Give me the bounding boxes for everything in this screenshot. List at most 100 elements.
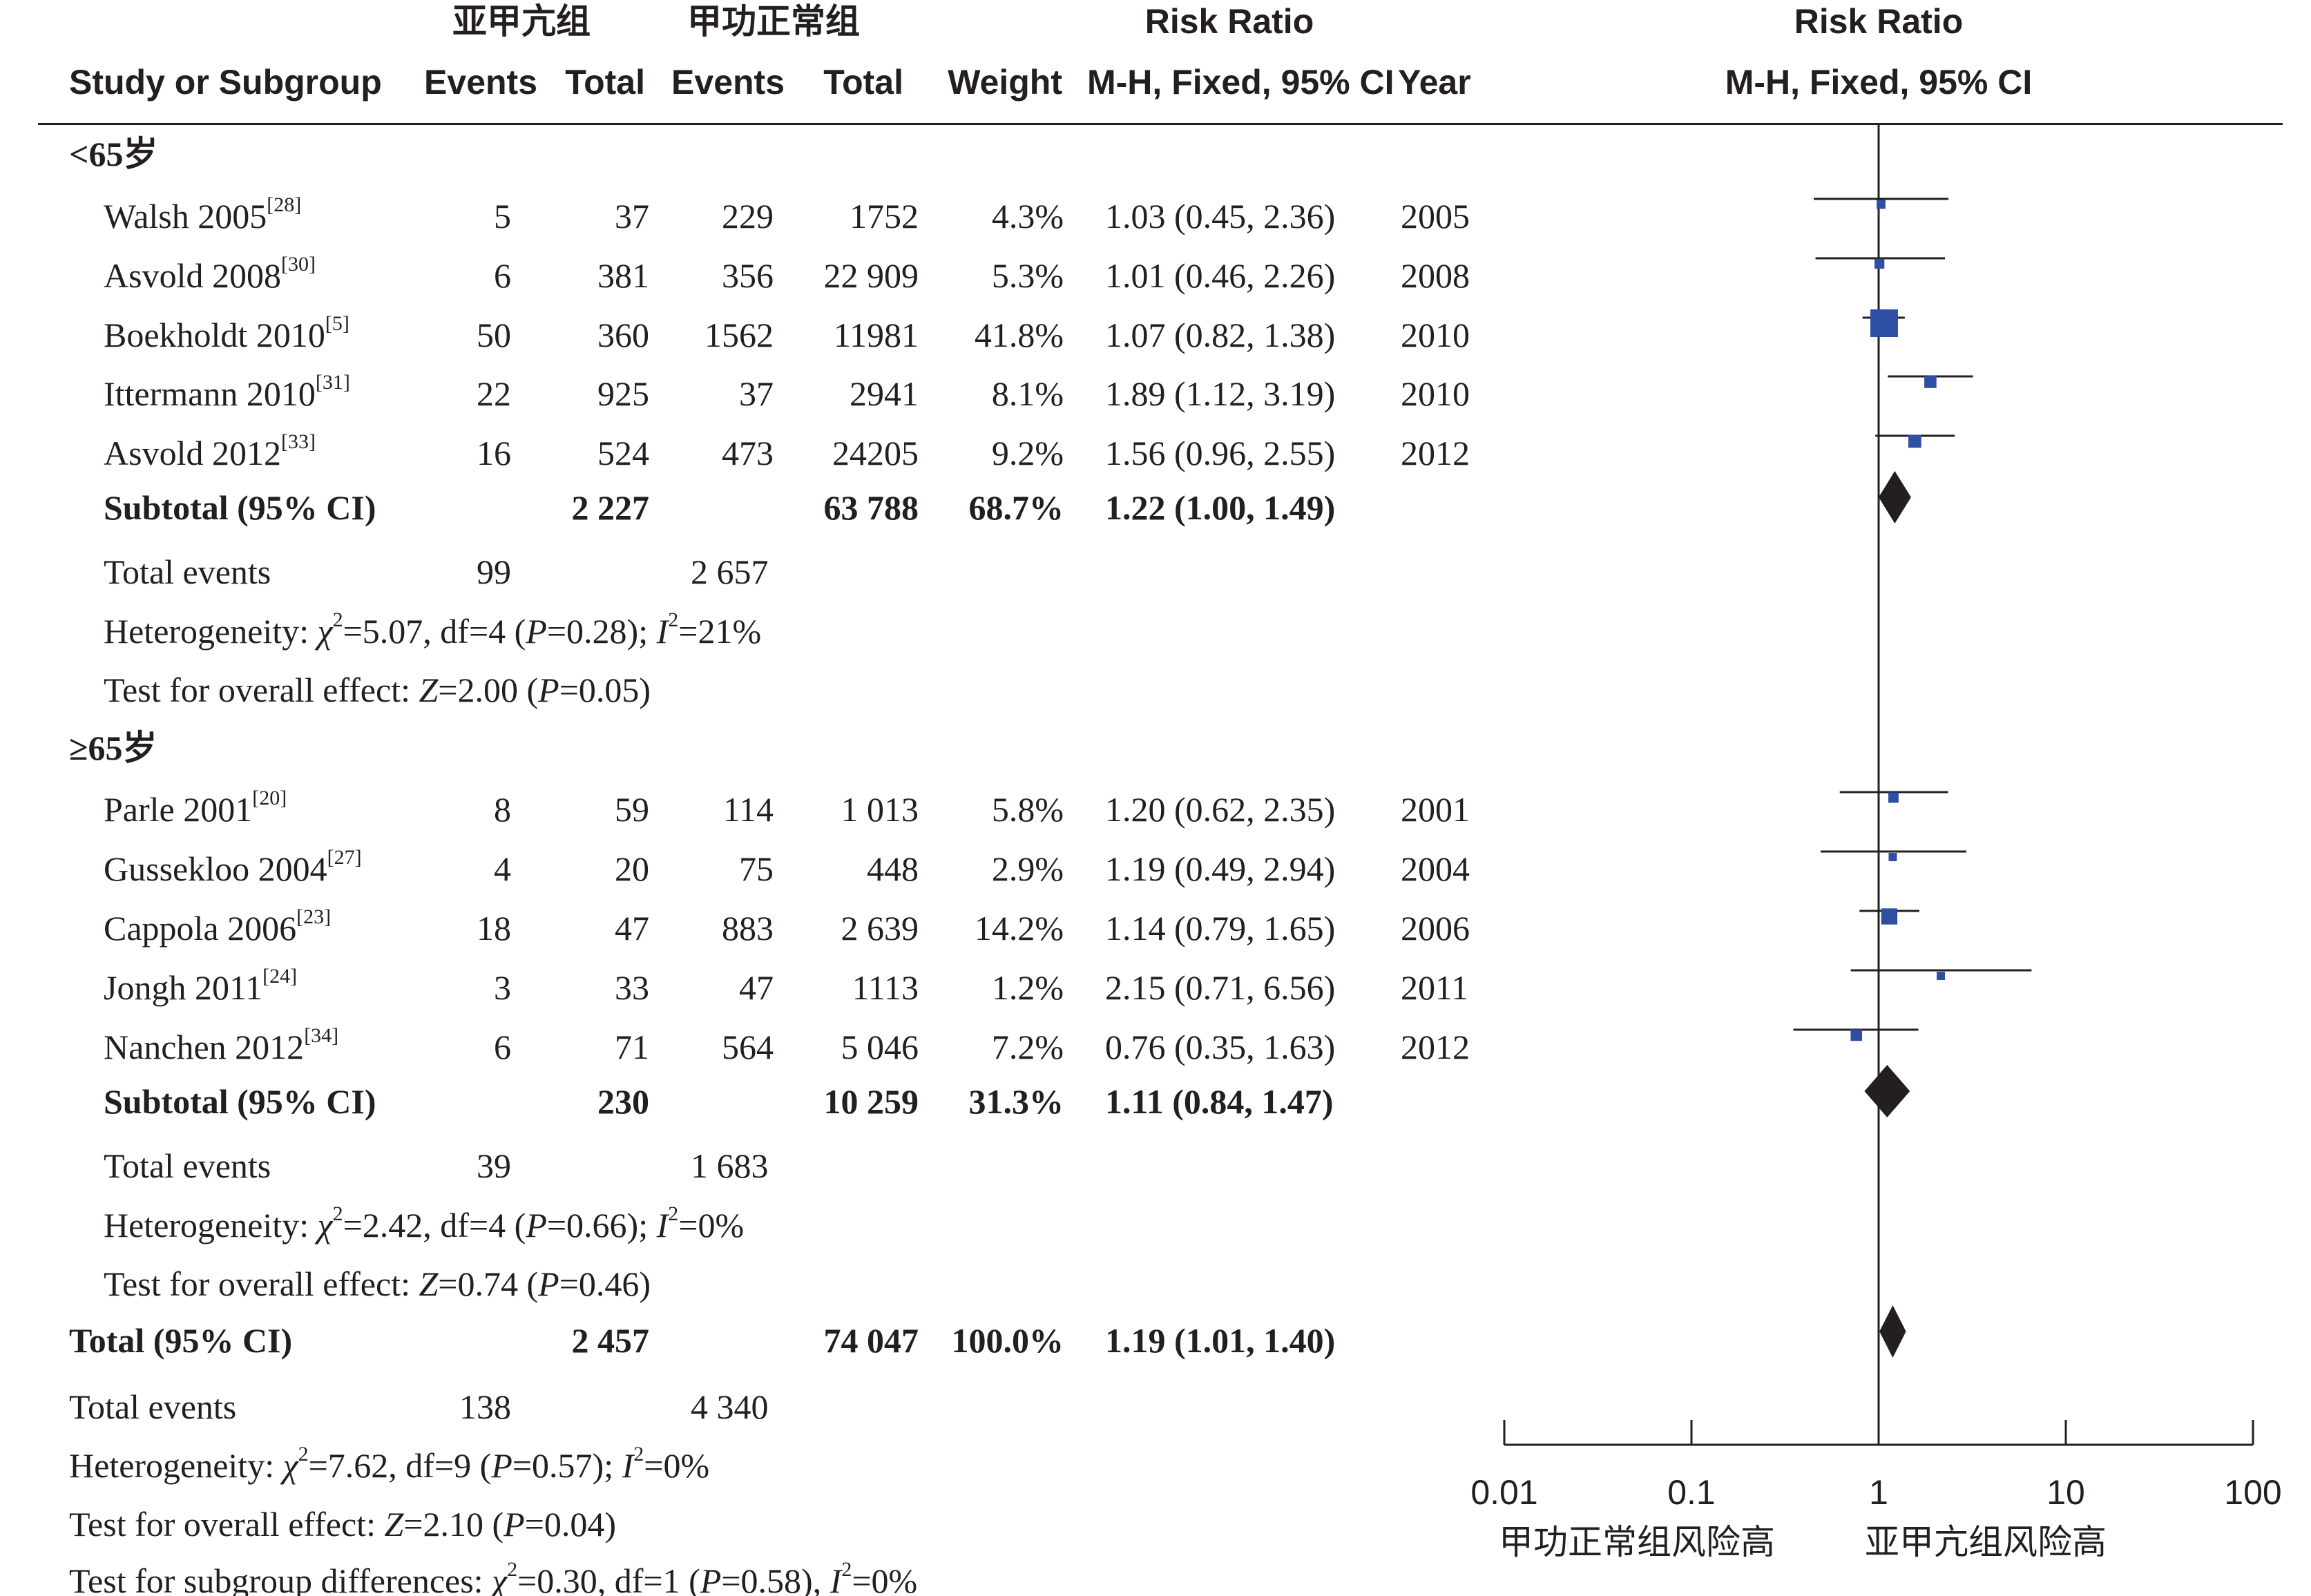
effect-square xyxy=(1850,1029,1863,1041)
subtotal-ci: 1.11 (0.84, 1.47) xyxy=(1105,1082,1334,1121)
subtotal-label: Subtotal (95% CI) xyxy=(104,1082,376,1121)
study-ref: [30] xyxy=(280,253,316,276)
effect-square xyxy=(1881,908,1898,925)
subgroup-title: ≥65岁 xyxy=(69,729,157,767)
subtotal-total1: 230 xyxy=(597,1082,649,1121)
weight-cell: 1.2% xyxy=(991,968,1064,1007)
study-name: Jongh 2011 xyxy=(104,968,263,1007)
events1-cell: 4 xyxy=(494,849,511,888)
ci-cell: 1.20 (0.62, 2.35) xyxy=(1105,790,1336,829)
effect-square xyxy=(1924,376,1937,388)
header-plot-risk-ratio: Risk Ratio xyxy=(1794,2,1964,41)
study-ref: [28] xyxy=(267,193,302,216)
events2-cell: 883 xyxy=(722,909,774,948)
total1-cell: 71 xyxy=(615,1028,649,1066)
subgroup-differences-text: Test for subgroup differences: χ2=0.30, … xyxy=(69,1558,918,1596)
total1-cell: 925 xyxy=(597,374,649,413)
header-rule xyxy=(38,123,2283,125)
events1-cell: 5 xyxy=(494,197,511,235)
events1-cell: 3 xyxy=(494,968,511,1007)
study-name: Asvold 2008 xyxy=(104,256,281,295)
study-ref: [24] xyxy=(262,965,298,988)
year-cell: 2005 xyxy=(1401,197,1470,235)
total1-cell: 360 xyxy=(597,316,649,354)
study-name: Walsh 2005 xyxy=(104,197,267,235)
header-risk-ratio: Risk Ratio xyxy=(1144,2,1314,41)
subtotal-weight: 68.7% xyxy=(968,488,1064,527)
x-tick-label: 0.1 xyxy=(1667,1473,1716,1512)
header-total2: Total xyxy=(823,63,903,102)
events1-cell: 18 xyxy=(477,909,511,948)
subtotal-label: Subtotal (95% CI) xyxy=(104,488,376,527)
study-name: Nanchen 2012 xyxy=(104,1028,305,1066)
axis-right-label: 亚甲亢组风险高 xyxy=(1865,1523,2107,1561)
events2-cell: 473 xyxy=(722,434,774,472)
year-cell: 2010 xyxy=(1401,316,1470,354)
study-ref: [31] xyxy=(315,371,350,394)
year-cell: 2011 xyxy=(1401,968,1469,1007)
weight-cell: 2.9% xyxy=(991,849,1064,888)
subtotal-total2: 63 788 xyxy=(823,488,919,527)
total-events-2: 1 683 xyxy=(691,1146,769,1185)
events2-cell: 37 xyxy=(739,374,774,413)
total2-cell: 11981 xyxy=(833,316,919,354)
total2-cell: 24205 xyxy=(832,434,919,472)
header-weight: Weight xyxy=(948,63,1062,102)
study-ref: [33] xyxy=(280,430,316,453)
effect-square xyxy=(1870,309,1898,337)
total-events-label: Total events xyxy=(69,1387,237,1426)
study-name: Ittermann 2010 xyxy=(104,374,316,413)
total-events-label: Total events xyxy=(104,552,271,591)
events1-cell: 16 xyxy=(477,434,511,472)
subtotal-ci: 1.22 (1.00, 1.49) xyxy=(1105,488,1336,527)
study-ref: [27] xyxy=(327,846,362,869)
header-plot-ci: M-H, Fixed, 95% CI xyxy=(1725,63,2033,102)
events2-cell: 75 xyxy=(739,849,774,888)
total1-cell: 47 xyxy=(615,909,649,948)
subtotal-total2: 10 259 xyxy=(823,1082,919,1121)
ci-cell: 1.03 (0.45, 2.36) xyxy=(1105,197,1336,235)
total2-cell: 1 013 xyxy=(841,790,919,829)
total-total1: 2 457 xyxy=(571,1321,650,1360)
weight-cell: 8.1% xyxy=(991,374,1064,413)
study-ref: [23] xyxy=(296,905,332,928)
x-tick-label: 10 xyxy=(2046,1473,2085,1512)
events2-cell: 229 xyxy=(722,197,774,235)
total1-cell: 20 xyxy=(615,849,649,888)
weight-cell: 14.2% xyxy=(974,909,1064,948)
total-events-1: 39 xyxy=(477,1146,511,1185)
ci-cell: 1.14 (0.79, 1.65) xyxy=(1105,909,1336,948)
events2-cell: 356 xyxy=(722,256,774,295)
events1-cell: 50 xyxy=(477,316,511,354)
total-events-2: 4 340 xyxy=(691,1387,769,1426)
study-name: Parle 2001 xyxy=(104,790,253,829)
header-group2: 甲功正常组 xyxy=(687,2,860,41)
total2-cell: 2 639 xyxy=(841,909,919,948)
heterogeneity-text: Heterogeneity: χ2=7.62, df=9 (P=0.57); I… xyxy=(69,1443,710,1485)
events2-cell: 114 xyxy=(722,790,774,829)
overall-effect-text: Test for overall effect: Z=2.10 (P=0.04) xyxy=(69,1505,617,1544)
effect-square xyxy=(1937,972,1946,980)
weight-cell: 5.8% xyxy=(991,790,1064,829)
year-cell: 2001 xyxy=(1401,790,1470,829)
study-name: Cappola 2006 xyxy=(104,909,297,948)
ci-cell: 1.07 (0.82, 1.38) xyxy=(1105,316,1336,354)
events1-cell: 22 xyxy=(477,374,511,413)
axis-left-label: 甲功正常组风险高 xyxy=(1499,1523,1775,1561)
total1-cell: 381 xyxy=(597,256,649,295)
study-name: Boekholdt 2010 xyxy=(104,316,325,354)
overall-effect-text: Test for overall effect: Z=2.00 (P=0.05) xyxy=(104,671,651,709)
effect-square xyxy=(1888,792,1899,803)
ci-cell: 2.15 (0.71, 6.56) xyxy=(1105,968,1336,1007)
events2-cell: 47 xyxy=(739,968,774,1007)
effect-square xyxy=(1888,853,1897,861)
total-weight: 100.0% xyxy=(951,1321,1064,1360)
header-total1: Total xyxy=(565,63,645,102)
ci-cell: 1.89 (1.12, 3.19) xyxy=(1105,374,1336,413)
header-ci: M-H, Fixed, 95% CI xyxy=(1087,63,1394,102)
header-year: Year xyxy=(1398,63,1471,102)
study-ref: [34] xyxy=(304,1024,339,1047)
study-ref: [5] xyxy=(325,312,349,335)
total-ci: 1.19 (1.01, 1.40) xyxy=(1105,1321,1336,1360)
study-ref: [20] xyxy=(252,787,287,809)
